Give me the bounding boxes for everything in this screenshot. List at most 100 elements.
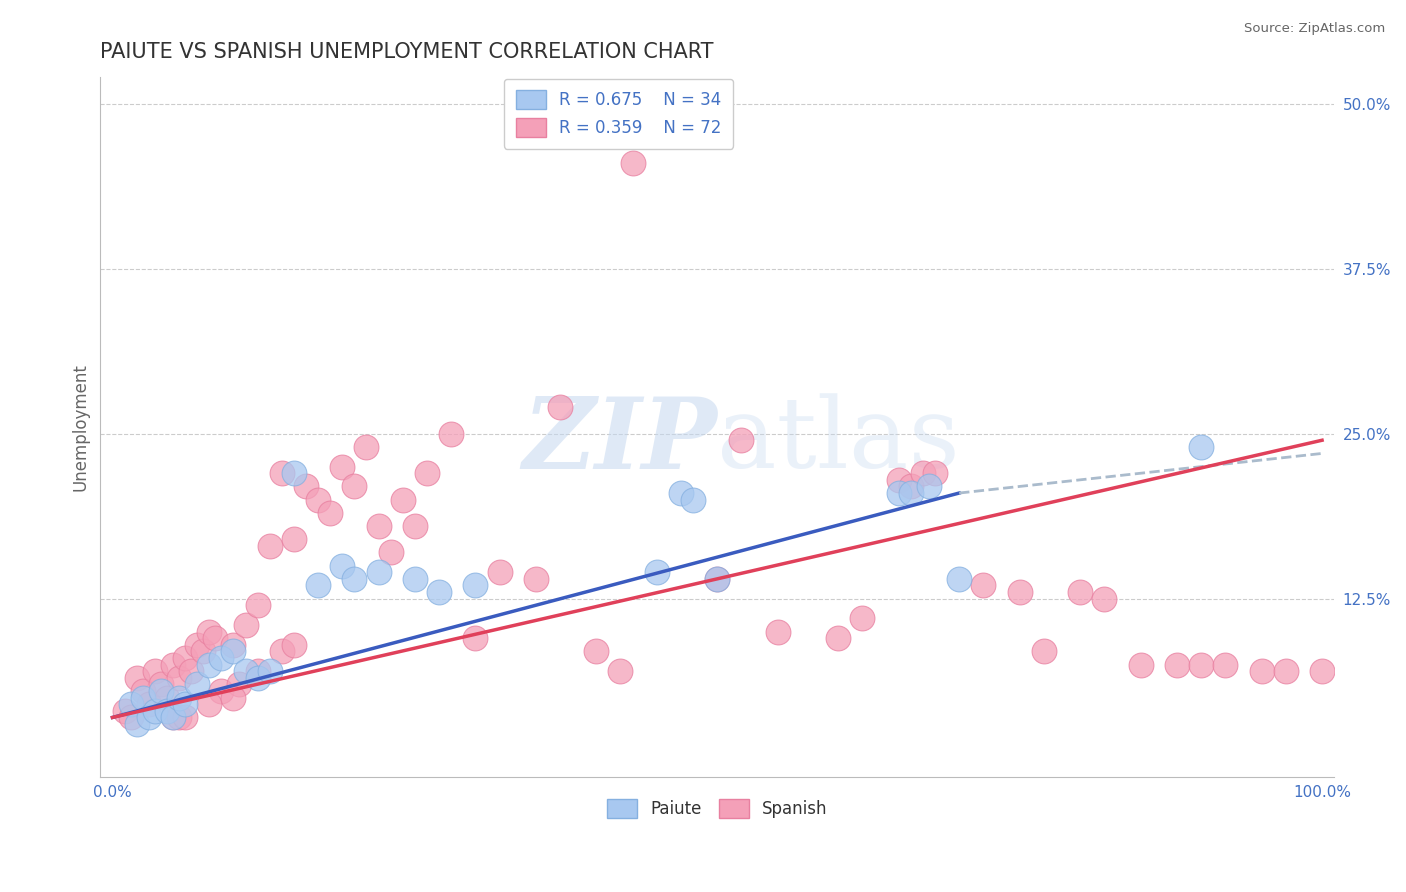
Point: [464, 578, 486, 592]
Point: [1213, 657, 1236, 672]
Point: [125, 717, 148, 731]
Point: [235, 665, 257, 679]
Point: [427, 585, 450, 599]
Point: [343, 572, 366, 586]
Point: [162, 710, 184, 724]
Point: [149, 677, 172, 691]
Point: [270, 467, 292, 481]
Point: [259, 665, 281, 679]
Point: [900, 486, 922, 500]
Point: [440, 426, 463, 441]
Point: [1189, 440, 1212, 454]
Point: [246, 665, 269, 679]
Text: atlas: atlas: [717, 393, 960, 489]
Point: [343, 479, 366, 493]
Point: [851, 611, 873, 625]
Point: [156, 690, 179, 705]
Point: [918, 479, 941, 493]
Point: [1189, 657, 1212, 672]
Point: [283, 533, 305, 547]
Point: [174, 710, 197, 724]
Point: [149, 684, 172, 698]
Point: [524, 572, 547, 586]
Point: [887, 473, 910, 487]
Point: [270, 644, 292, 658]
Point: [174, 698, 197, 712]
Point: [766, 624, 789, 639]
Point: [682, 492, 704, 507]
Point: [924, 467, 946, 481]
Point: [307, 578, 329, 592]
Point: [1274, 665, 1296, 679]
Point: [283, 638, 305, 652]
Point: [307, 492, 329, 507]
Point: [730, 434, 752, 448]
Point: [228, 677, 250, 691]
Point: [167, 710, 190, 724]
Point: [131, 684, 153, 698]
Point: [1166, 657, 1188, 672]
Point: [330, 459, 353, 474]
Point: [706, 572, 728, 586]
Point: [948, 572, 970, 586]
Point: [900, 479, 922, 493]
Point: [180, 665, 202, 679]
Point: [198, 657, 221, 672]
Point: [120, 710, 142, 724]
Point: [1092, 591, 1115, 606]
Text: Source: ZipAtlas.com: Source: ZipAtlas.com: [1244, 22, 1385, 36]
Point: [246, 599, 269, 613]
Point: [1069, 585, 1091, 599]
Point: [204, 632, 226, 646]
Point: [143, 704, 166, 718]
Point: [114, 704, 136, 718]
Point: [1250, 665, 1272, 679]
Point: [235, 618, 257, 632]
Point: [404, 572, 426, 586]
Legend: Paiute, Spanish: Paiute, Spanish: [600, 792, 834, 824]
Point: [162, 710, 184, 724]
Text: ZIP: ZIP: [522, 392, 717, 490]
Point: [198, 624, 221, 639]
Point: [174, 651, 197, 665]
Point: [356, 440, 378, 454]
Point: [209, 684, 232, 698]
Point: [330, 558, 353, 573]
Point: [391, 492, 413, 507]
Point: [186, 638, 208, 652]
Point: [404, 519, 426, 533]
Point: [138, 698, 160, 712]
Point: [887, 486, 910, 500]
Y-axis label: Unemployment: Unemployment: [72, 363, 89, 491]
Point: [193, 644, 215, 658]
Point: [380, 545, 402, 559]
Point: [162, 657, 184, 672]
Point: [669, 486, 692, 500]
Point: [198, 698, 221, 712]
Point: [125, 671, 148, 685]
Point: [120, 698, 142, 712]
Point: [131, 690, 153, 705]
Point: [319, 506, 342, 520]
Point: [416, 467, 439, 481]
Point: [259, 539, 281, 553]
Point: [246, 671, 269, 685]
Point: [585, 644, 607, 658]
Text: PAIUTE VS SPANISH UNEMPLOYMENT CORRELATION CHART: PAIUTE VS SPANISH UNEMPLOYMENT CORRELATI…: [100, 42, 714, 62]
Point: [1129, 657, 1152, 672]
Point: [621, 156, 644, 170]
Point: [548, 401, 571, 415]
Point: [464, 632, 486, 646]
Point: [143, 665, 166, 679]
Point: [1032, 644, 1054, 658]
Point: [186, 677, 208, 691]
Point: [222, 638, 245, 652]
Point: [645, 566, 668, 580]
Point: [706, 572, 728, 586]
Point: [167, 690, 190, 705]
Point: [972, 578, 994, 592]
Point: [1310, 665, 1333, 679]
Point: [209, 651, 232, 665]
Point: [138, 710, 160, 724]
Point: [295, 479, 318, 493]
